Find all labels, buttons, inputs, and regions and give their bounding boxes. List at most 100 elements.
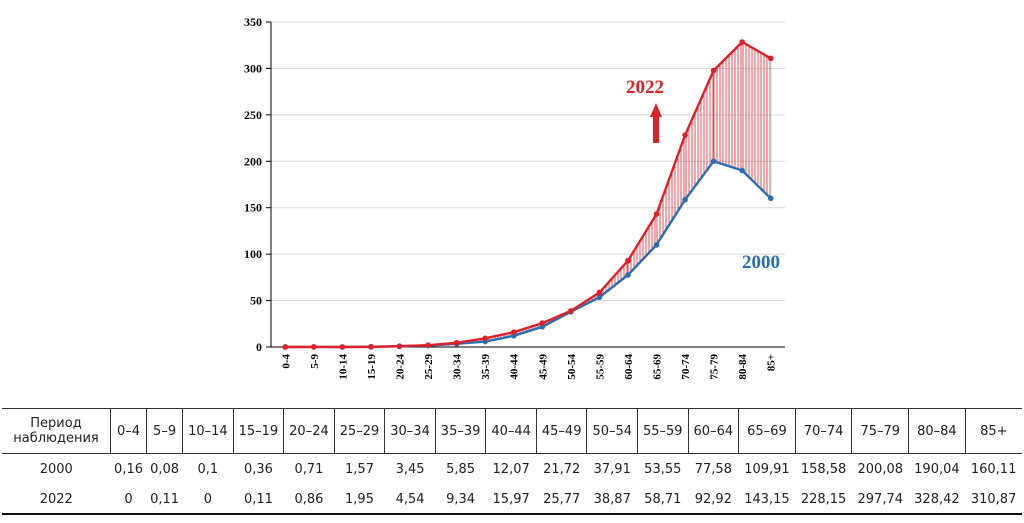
point-2022-60-64 — [625, 257, 631, 264]
x-tick-label-65-69: 65-69 — [652, 354, 664, 380]
column-header-15: 75–79 — [851, 408, 909, 454]
point-2022-70-74 — [682, 132, 688, 138]
point-2000-55-59 — [596, 294, 603, 301]
y-tick-label-350: 350 — [244, 15, 262, 29]
x-tick-label-0-4: 0-4 — [280, 354, 292, 369]
point-2000-85+ — [767, 195, 774, 202]
table-cell: 200,08 — [857, 462, 904, 477]
y-tick-label-300: 300 — [244, 61, 262, 75]
column-header-4: 20–24 — [283, 408, 335, 454]
series-label-2000: 2000 — [742, 252, 780, 273]
table-cell: 38,87 — [586, 485, 638, 515]
column-header-1: 5–9 — [146, 408, 183, 454]
point-2022-85+ — [767, 55, 774, 62]
point-2022-0-4 — [282, 344, 289, 350]
column-header-6: 30–34 — [384, 408, 436, 454]
column-header-0: 0–4 — [109, 408, 147, 454]
table-cell: 0,11 — [233, 485, 284, 515]
point-2022-50-54 — [568, 308, 574, 314]
x-tick-label-50-54: 50-54 — [566, 354, 578, 380]
table-cell: 190,04 — [914, 462, 960, 477]
y-tick-label-50: 50 — [250, 294, 262, 308]
table-cell: 0,08 — [150, 462, 180, 477]
x-tick-label-30-34: 30-34 — [452, 354, 464, 380]
point-2022-20-24 — [396, 343, 403, 350]
table-cell: 0,86 — [283, 485, 335, 515]
series-points — [282, 39, 774, 350]
point-2022-55-59 — [596, 289, 603, 296]
table-row-2022: 2022 0 0,11 0 0,11 0,86 1,95 4,54 9,34 15,97 25,77… — [2, 485, 1022, 515]
point-2022-65-69 — [653, 211, 660, 217]
table-cell: 158,58 — [800, 462, 847, 477]
x-tick-label-40-44: 40-44 — [509, 354, 521, 380]
point-2022-30-34 — [453, 339, 460, 346]
table-cell: 297,74 — [851, 485, 909, 515]
point-2022-75-79 — [710, 67, 717, 74]
x-tick-label-60-64: 60-64 — [623, 354, 635, 380]
table-header-row: Период наблюдения 0–4 5–9 10–14 15–19 20–24 25… — [2, 408, 1022, 454]
column-header-10: 50–54 — [586, 408, 638, 454]
column-header-16: 80–84 — [908, 408, 966, 454]
table-cell: 1,57 — [345, 462, 374, 477]
table-cell: 37,91 — [593, 462, 631, 477]
row-label: 2022 — [2, 485, 111, 515]
point-2000-65-69 — [653, 242, 660, 248]
table-cell: 0,36 — [243, 462, 273, 477]
table-cell: 0,11 — [146, 485, 183, 515]
table-cell: 92,92 — [688, 485, 739, 515]
x-tick-label-55-59: 55-59 — [594, 354, 606, 380]
point-2000-60-64 — [625, 272, 631, 278]
header-label: Период наблюдения — [2, 408, 111, 454]
table-cell: 4,54 — [384, 485, 436, 515]
column-header-2: 10–14 — [182, 408, 234, 454]
x-tick-label-75-79: 75-79 — [709, 354, 721, 380]
column-header-9: 45–49 — [535, 408, 587, 454]
table-cell: 0 — [182, 485, 234, 515]
x-tick-label-35-39: 35-39 — [480, 354, 492, 380]
series-lines — [285, 40, 772, 349]
x-tick-label-80-84: 80-84 — [737, 354, 749, 380]
table-cell: 0,71 — [294, 462, 324, 477]
table-row-2000: 2000 0,16 0,08 0,1 0,36 0,71 1,57 3,45 5,85 12,07… — [2, 454, 1022, 486]
column-header-5: 25–29 — [333, 408, 385, 454]
column-header-14: 70–74 — [794, 408, 852, 454]
column-header-11: 55–59 — [637, 408, 689, 454]
column-header-13: 65–69 — [738, 408, 796, 454]
table-cell: 25,77 — [536, 485, 587, 515]
series-label-2022: 2022 — [626, 77, 664, 98]
table-cell: 0,16 — [114, 462, 143, 477]
column-header-17: 85+ — [964, 408, 1022, 454]
table-cell: 21,72 — [543, 462, 581, 477]
series-line-2022 — [285, 40, 772, 349]
y-tick-label-250: 250 — [244, 108, 262, 122]
row-label: 2000 — [39, 462, 73, 477]
table-cell: 12,07 — [492, 462, 530, 477]
point-2022-10-14 — [339, 344, 346, 350]
line-chart: 0 50 100 150 200 250 300 350 0-4 5-9 10-14 15-19 20… — [244, 15, 785, 380]
x-tick-label-85+: 85+ — [766, 354, 778, 371]
table-cell: 3,45 — [395, 462, 425, 477]
x-tick-label-45-49: 45-49 — [537, 354, 549, 380]
y-tick-label-100: 100 — [244, 247, 262, 261]
table-cell: 228,15 — [795, 485, 852, 515]
column-header-3: 15–19 — [232, 408, 284, 454]
x-tick-label-10-14: 10-14 — [337, 354, 349, 380]
x-tick-label-5-9: 5-9 — [309, 354, 321, 369]
table-cell: 1,95 — [334, 485, 385, 515]
up-arrow-icon — [650, 103, 662, 143]
table-cell: 53,55 — [644, 462, 682, 477]
table-cell: 328,42 — [908, 485, 966, 515]
difference-hatching — [452, 42, 771, 345]
table-cell: 0,1 — [197, 462, 219, 477]
point-2022-15-19 — [368, 344, 374, 350]
table-cell: 109,91 — [744, 462, 790, 477]
x-tick-label-15-19: 15-19 — [366, 354, 378, 380]
grid-lines — [271, 21, 785, 302]
y-axis-ticks: 0 50 100 150 200 250 300 350 — [244, 15, 262, 354]
data-table: Период наблюдения 0–4 5–9 10–14 15–19 20–24 25… — [2, 408, 1022, 515]
axes — [266, 21, 785, 348]
point-2022-5-9 — [311, 344, 317, 350]
y-tick-label-200: 200 — [244, 154, 262, 168]
x-tick-label-70-74: 70-74 — [680, 354, 692, 380]
y-tick-label-150: 150 — [244, 201, 262, 215]
